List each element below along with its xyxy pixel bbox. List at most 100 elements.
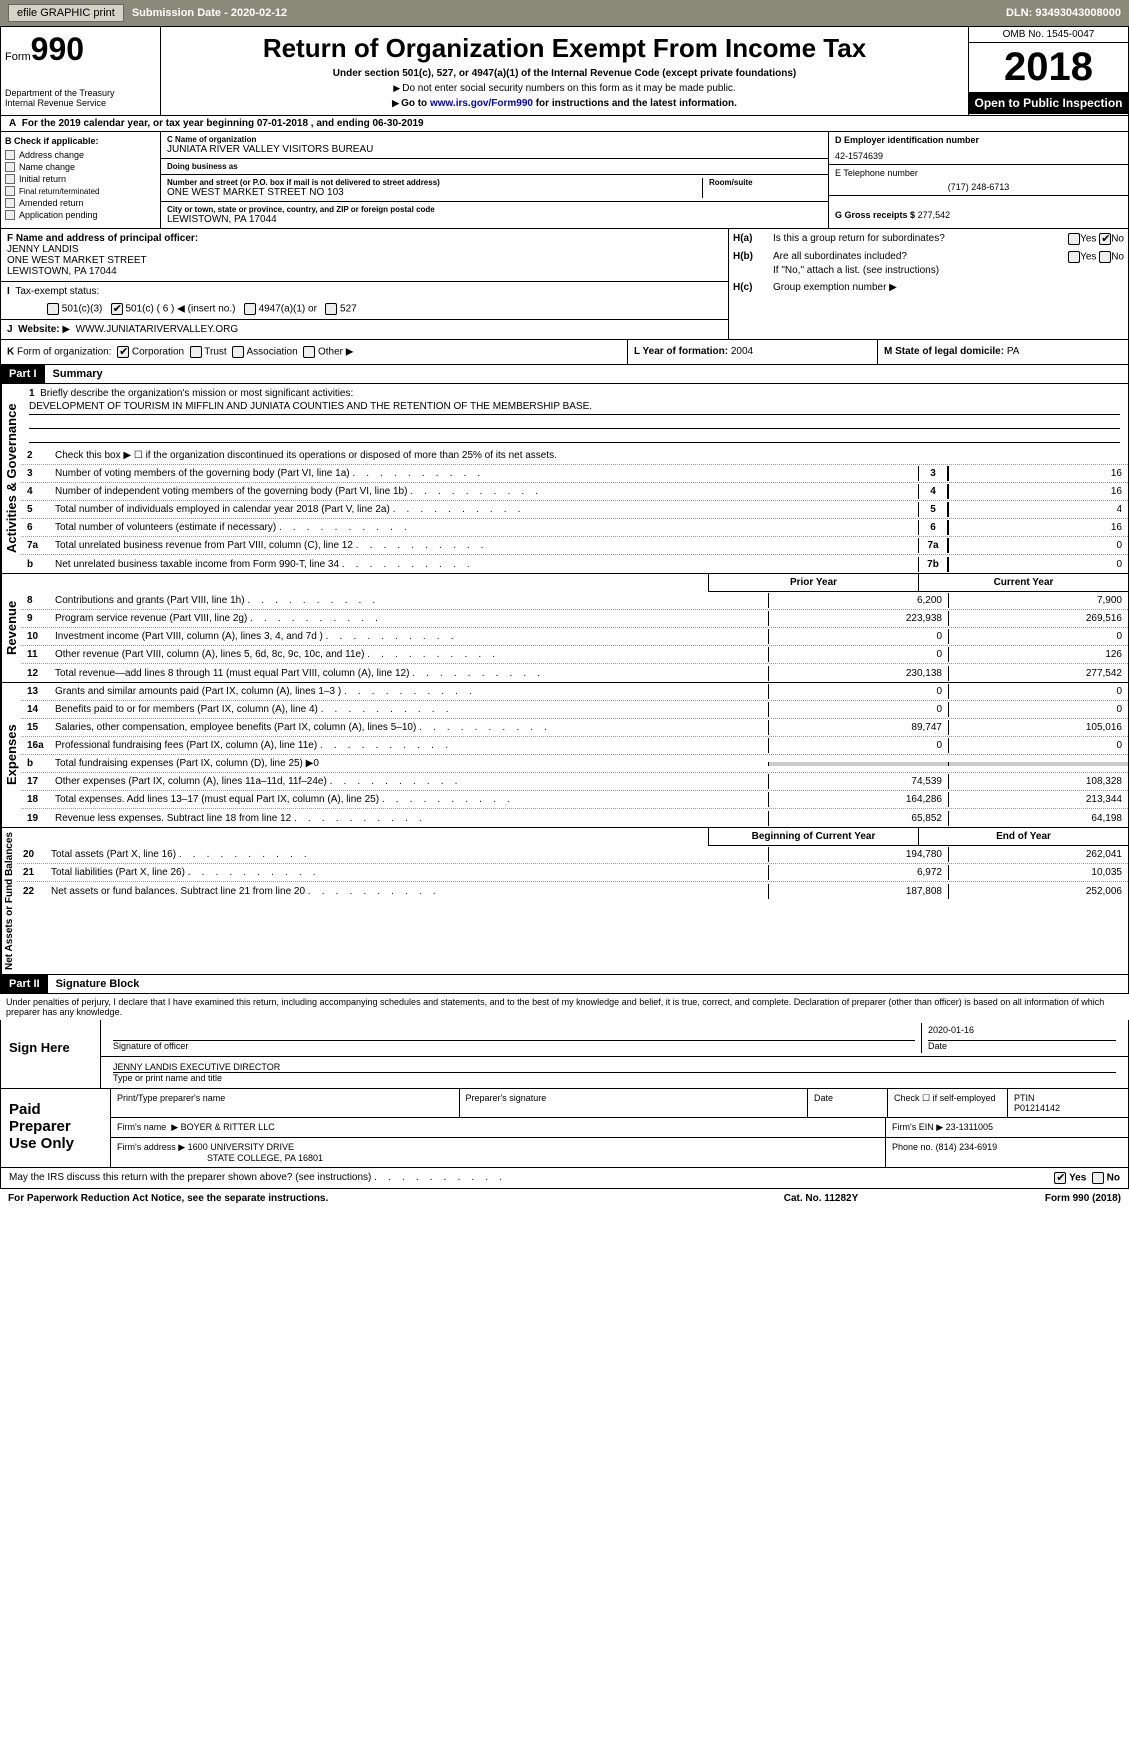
room-label: Room/suite: [709, 178, 822, 187]
footer-left: For Paperwork Reduction Act Notice, see …: [8, 1193, 721, 1204]
city-value: LEWISTOWN, PA 17044: [167, 214, 822, 225]
summary-line: 19Revenue less expenses. Subtract line 1…: [21, 809, 1128, 827]
section-d: D Employer identification number 42-1574…: [828, 132, 1128, 228]
efile-button[interactable]: efile GRAPHIC print: [8, 4, 124, 22]
chk-discuss-yes[interactable]: [1054, 1172, 1066, 1184]
chk-hb-no[interactable]: [1099, 251, 1111, 263]
signature-block: Sign Here Signature of officer 2020-01-1…: [0, 1020, 1129, 1168]
ein-label: D Employer identification number: [835, 135, 1122, 145]
revenue-label: Revenue: [1, 574, 21, 682]
summary-line: 17Other expenses (Part IX, column (A), l…: [21, 773, 1128, 791]
part1-header: Part ISummary: [0, 365, 1129, 384]
chk-ha-yes[interactable]: [1068, 233, 1080, 245]
page-footer: For Paperwork Reduction Act Notice, see …: [0, 1189, 1129, 1208]
sig-date: 2020-01-16: [928, 1025, 1116, 1041]
summary-line: 5Total number of individuals employed in…: [21, 501, 1128, 519]
chk-final-return[interactable]: [5, 186, 15, 196]
section-k: K Form of organization: Corporation Trus…: [1, 340, 628, 364]
summary-line: 13Grants and similar amounts paid (Part …: [21, 683, 1128, 701]
summary-line: bTotal fundraising expenses (Part IX, co…: [21, 755, 1128, 773]
dba-label: Doing business as: [167, 162, 822, 171]
summary-line: 8Contributions and grants (Part VIII, li…: [21, 592, 1128, 610]
preparer-block: Paid Preparer Use Only Print/Type prepar…: [1, 1088, 1128, 1167]
chk-name-change[interactable]: [5, 162, 15, 172]
chk-other[interactable]: [303, 346, 315, 358]
chk-501c3[interactable]: [47, 303, 59, 315]
section-fijh: F Name and address of principal officer:…: [0, 229, 1129, 340]
summary-line: 9Program service revenue (Part VIII, lin…: [21, 610, 1128, 628]
street-value: ONE WEST MARKET STREET NO 103: [167, 187, 702, 198]
summary-line: 16aProfessional fundraising fees (Part I…: [21, 737, 1128, 755]
chk-ha-no[interactable]: [1099, 233, 1111, 245]
summary-line: 7aTotal unrelated business revenue from …: [21, 537, 1128, 555]
summary-line: 6Total number of volunteers (estimate if…: [21, 519, 1128, 537]
summary-line: 12Total revenue—add lines 8 through 11 (…: [21, 664, 1128, 682]
website-value: WWW.JUNIATARIVERVALLEY.ORG: [76, 324, 238, 335]
chk-initial-return[interactable]: [5, 174, 15, 184]
chk-501c[interactable]: [111, 303, 123, 315]
netassets-label: Net Assets or Fund Balances: [1, 828, 17, 974]
street-label: Number and street (or P.O. box if mail i…: [167, 178, 702, 187]
hb-note: If "No," attach a list. (see instruction…: [733, 265, 1124, 276]
tax-year: 2018: [969, 43, 1128, 92]
chk-assoc[interactable]: [232, 346, 244, 358]
chk-pending[interactable]: [5, 210, 15, 220]
prior-year-header: Prior Year: [708, 574, 918, 592]
mission-block: 1 Briefly describe the organization's mi…: [21, 384, 1128, 447]
irs-link[interactable]: www.irs.gov/Form990: [430, 98, 533, 109]
current-year-header: Current Year: [918, 574, 1128, 592]
section-c: C Name of organization JUNIATA RIVER VAL…: [161, 132, 828, 228]
form-number: Form990: [5, 31, 156, 68]
name-title-label: Type or print name and title: [113, 1073, 1116, 1083]
summary-line: 11Other revenue (Part VIII, column (A), …: [21, 646, 1128, 664]
chk-corp[interactable]: [117, 346, 129, 358]
submission-date: Submission Date - 2020-02-12: [132, 7, 287, 19]
footer-center: Cat. No. 11282Y: [721, 1193, 921, 1204]
summary-line: 22Net assets or fund balances. Subtract …: [17, 882, 1128, 900]
section-klm: K Form of organization: Corporation Trus…: [0, 340, 1129, 365]
summary-line: 21Total liabilities (Part X, line 26)6,9…: [17, 864, 1128, 882]
summary-line: 15Salaries, other compensation, employee…: [21, 719, 1128, 737]
section-i: I Tax-exempt status: 501(c)(3) 501(c) ( …: [1, 282, 728, 320]
firm-phone: (814) 234-6919: [936, 1142, 998, 1152]
section-m: M State of legal domicile: PA: [878, 340, 1128, 364]
end-year-header: End of Year: [918, 828, 1128, 846]
ptin-value: P01214142: [1014, 1103, 1060, 1113]
firm-name: BOYER & RITTER LLC: [181, 1122, 275, 1132]
summary-line: 4Number of independent voting members of…: [21, 483, 1128, 501]
subtitle-3: Go to www.irs.gov/Form990 for instructio…: [167, 98, 962, 109]
summary-line: bNet unrelated business taxable income f…: [21, 555, 1128, 573]
section-l: L Year of formation: 2004: [628, 340, 878, 364]
subtitle-2: Do not enter social security numbers on …: [167, 83, 962, 94]
officer-name-title: JENNY LANDIS EXECUTIVE DIRECTOR: [113, 1062, 1116, 1073]
chk-amended[interactable]: [5, 198, 15, 208]
perjury-text: Under penalties of perjury, I declare th…: [0, 994, 1129, 1020]
section-b: B Check if applicable: Address change Na…: [1, 132, 161, 228]
dept-label: Department of the Treasury Internal Reve…: [5, 88, 156, 108]
governance-label: Activities & Governance: [1, 384, 21, 573]
chk-4947[interactable]: [244, 303, 256, 315]
footer-right: Form 990 (2018): [921, 1193, 1121, 1204]
gross-value: 277,542: [918, 210, 951, 220]
top-bar: efile GRAPHIC print Submission Date - 20…: [0, 0, 1129, 26]
subtitle-1: Under section 501(c), 527, or 4947(a)(1)…: [167, 68, 962, 79]
officer-city: LEWISTOWN, PA 17044: [7, 266, 117, 277]
chk-discuss-no[interactable]: [1092, 1172, 1104, 1184]
firm-ein: 23-1311005: [946, 1122, 993, 1132]
begin-year-header: Beginning of Current Year: [708, 828, 918, 846]
dln-label: DLN: 93493043008000: [1006, 7, 1121, 19]
open-public-badge: Open to Public Inspection: [969, 92, 1128, 114]
chk-trust[interactable]: [190, 346, 202, 358]
firm-addr1: 1600 UNIVERSITY DRIVE: [188, 1142, 294, 1152]
sig-date-label: Date: [928, 1041, 1116, 1051]
mission-text: DEVELOPMENT OF TOURISM IN MIFFLIN AND JU…: [29, 399, 1120, 415]
section-h: H(a) Is this a group return for subordin…: [728, 229, 1128, 339]
org-name: JUNIATA RIVER VALLEY VISITORS BUREAU: [167, 144, 822, 155]
omb-number: OMB No. 1545-0047: [969, 27, 1128, 43]
part1-body: Activities & Governance 1 Briefly descri…: [0, 384, 1129, 975]
chk-527[interactable]: [325, 303, 337, 315]
part2-header: Part IISignature Block: [0, 975, 1129, 994]
summary-line: 20Total assets (Part X, line 16)194,7802…: [17, 846, 1128, 864]
chk-hb-yes[interactable]: [1068, 251, 1080, 263]
chk-address-change[interactable]: [5, 150, 15, 160]
